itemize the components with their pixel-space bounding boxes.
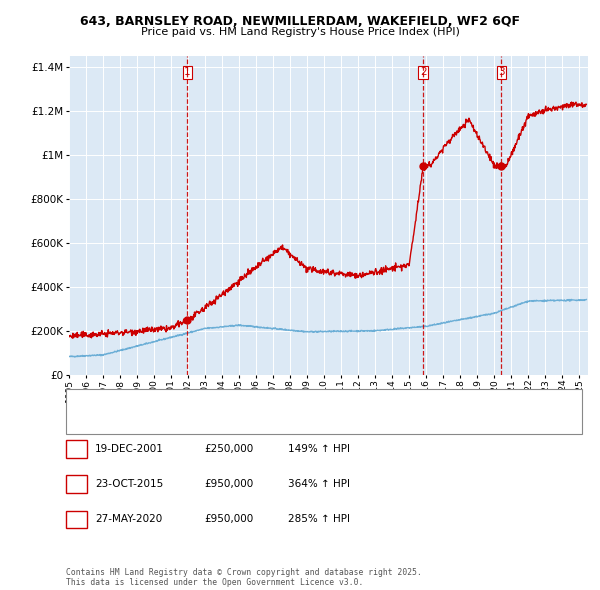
Text: Price paid vs. HM Land Registry's House Price Index (HPI): Price paid vs. HM Land Registry's House …	[140, 27, 460, 37]
Text: 27-MAY-2020: 27-MAY-2020	[95, 514, 162, 525]
Text: 643, BARNSLEY ROAD, NEWMILLERDAM, WAKEFIELD, WF2 6QF (detached house): 643, BARNSLEY ROAD, NEWMILLERDAM, WAKEFI…	[103, 397, 467, 407]
Text: £950,000: £950,000	[204, 514, 253, 525]
Text: 2: 2	[420, 67, 427, 77]
Text: Contains HM Land Registry data © Crown copyright and database right 2025.
This d: Contains HM Land Registry data © Crown c…	[66, 568, 422, 587]
Text: 149% ↑ HPI: 149% ↑ HPI	[288, 444, 350, 454]
Text: 1: 1	[184, 67, 191, 77]
Text: 364% ↑ HPI: 364% ↑ HPI	[288, 479, 350, 489]
Text: 3: 3	[498, 67, 505, 77]
Text: £950,000: £950,000	[204, 479, 253, 489]
Text: 19-DEC-2001: 19-DEC-2001	[95, 444, 164, 454]
Text: 643, BARNSLEY ROAD, NEWMILLERDAM, WAKEFIELD, WF2 6QF: 643, BARNSLEY ROAD, NEWMILLERDAM, WAKEFI…	[80, 15, 520, 28]
Text: 285% ↑ HPI: 285% ↑ HPI	[288, 514, 350, 525]
Text: 2: 2	[73, 479, 80, 489]
Text: 23-OCT-2015: 23-OCT-2015	[95, 479, 163, 489]
Text: HPI: Average price, detached house, Wakefield: HPI: Average price, detached house, Wake…	[103, 417, 314, 426]
Text: 3: 3	[73, 514, 80, 525]
Text: £250,000: £250,000	[204, 444, 253, 454]
Text: 1: 1	[73, 444, 80, 454]
